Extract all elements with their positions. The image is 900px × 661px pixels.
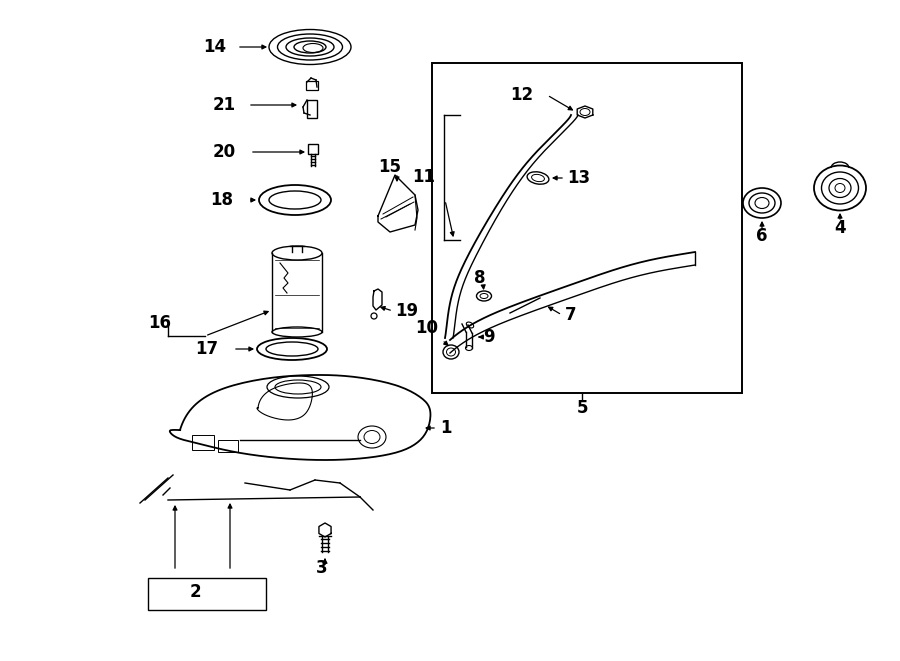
Text: 4: 4 [834, 219, 846, 237]
Text: 5: 5 [576, 399, 588, 417]
Text: 10: 10 [415, 319, 438, 337]
Text: 13: 13 [567, 169, 590, 187]
Text: 19: 19 [395, 302, 419, 320]
Text: 9: 9 [483, 328, 495, 346]
Bar [432, 63, 742, 393]
Text: 11: 11 [412, 168, 435, 186]
Text: 15: 15 [379, 158, 401, 176]
Bar [307, 100, 317, 118]
Text: 8: 8 [474, 269, 486, 287]
Text: 18: 18 [210, 191, 233, 209]
Text: 2: 2 [189, 583, 201, 601]
Bar [192, 435, 214, 450]
Text: 7: 7 [565, 306, 577, 324]
Bar [308, 144, 318, 154]
Text: 20: 20 [213, 143, 236, 161]
Text: 1: 1 [440, 419, 452, 437]
Bar [218, 440, 238, 452]
Text: 6: 6 [756, 227, 768, 245]
Text: 17: 17 [195, 340, 218, 358]
Text: 21: 21 [213, 96, 236, 114]
Text: 3: 3 [316, 559, 328, 577]
Text: 12: 12 [510, 86, 533, 104]
Bar [306, 81, 318, 90]
Text: 14: 14 [203, 38, 226, 56]
Bar [148, 578, 266, 610]
Text: 16: 16 [148, 314, 171, 332]
